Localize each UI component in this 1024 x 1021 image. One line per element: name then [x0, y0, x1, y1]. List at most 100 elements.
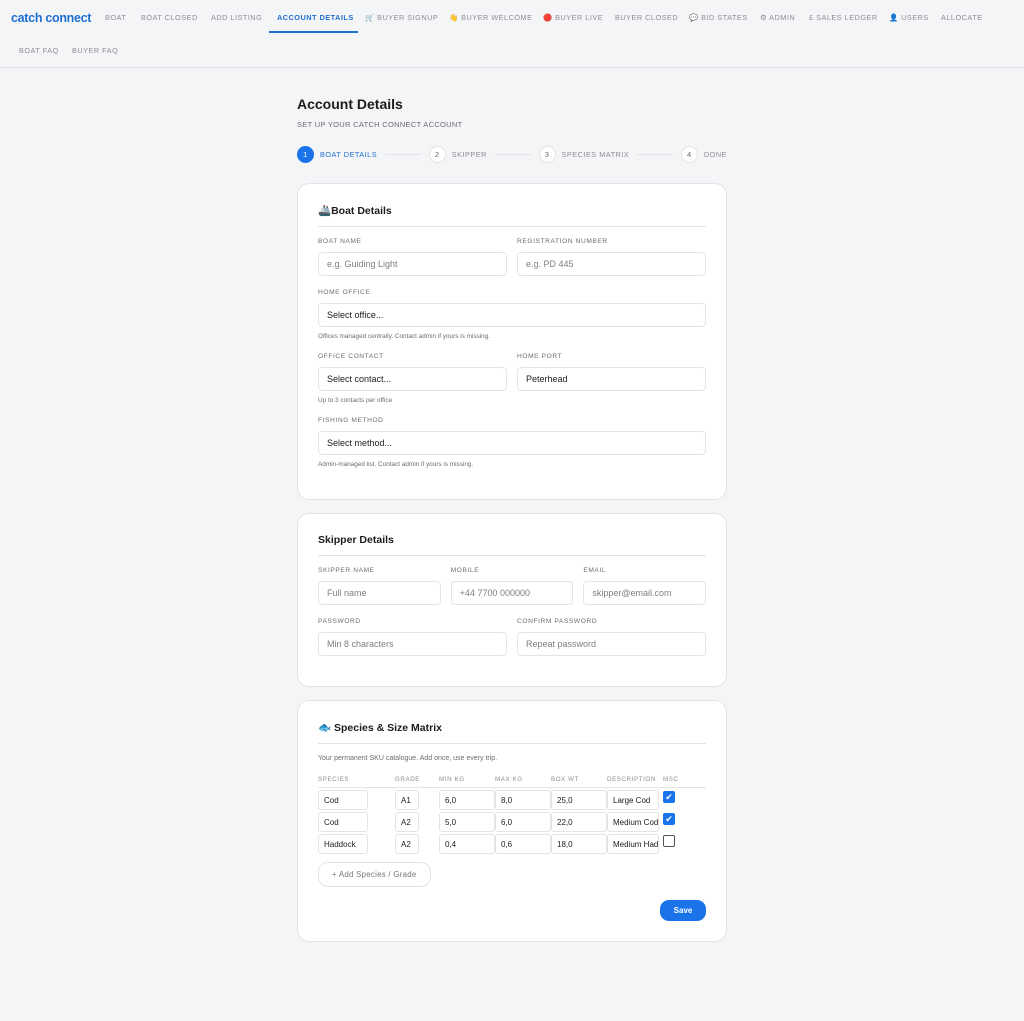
species-intro: Your permanent SKU catalogue. Add once, … [318, 755, 498, 762]
column-header: GRADE [395, 776, 439, 788]
step-number: 1 [297, 145, 314, 163]
boat-details-card: 🚢Boat Details BOAT NAME e.g. Guiding Ligh… [297, 183, 727, 500]
step-connector [637, 153, 673, 155]
step-label: SKIPPER [451, 149, 487, 159]
box-weight-input[interactable]: 22,0 [551, 812, 607, 832]
field-label: CONFIRM PASSWORD [517, 618, 598, 625]
field-label: OFFICE CONTACT [318, 353, 384, 360]
column-header: DESCRIPTION [607, 776, 663, 788]
office-contact-select[interactable]: Select contact... [318, 367, 507, 391]
nav-boat-closed[interactable]: BOAT CLOSED [141, 13, 198, 22]
step-number: 3 [538, 145, 556, 163]
home-office-select[interactable]: Select office... [318, 303, 706, 327]
species-input[interactable]: Cod [318, 812, 368, 832]
step-connector [494, 153, 531, 155]
step-number: 4 [680, 145, 698, 163]
home-port-input[interactable]: Peterhead [517, 367, 706, 391]
field-label: FISHING METHOD [318, 417, 384, 424]
description-input[interactable]: Medium Cod [607, 812, 659, 832]
column-header: MAX KG [495, 776, 551, 788]
confirm-password-input[interactable]: Repeat password [517, 632, 706, 656]
species-input[interactable]: Haddock [318, 834, 368, 854]
nav-buyer-welcome[interactable]: 👋 BUYER WELCOME [449, 13, 533, 22]
species-table: SPECIES GRADE MIN KG MAX KG BOX WT DESCR… [318, 776, 706, 854]
step-species-matrix[interactable]: 3 SPECIES MATRIX [538, 145, 630, 163]
stepper: 1 BOAT DETAILS 2 SKIPPER 3 SPECIES MATRIX 4… [297, 145, 727, 163]
fishing-method-select[interactable]: Select method... [318, 431, 706, 455]
password-input[interactable]: Min 8 characters [318, 632, 507, 656]
min-kg-input[interactable]: 6,0 [439, 790, 495, 810]
field-label: HOME OFFICE [318, 289, 371, 296]
msc-checkbox[interactable]: ✔ [663, 813, 675, 825]
grade-input[interactable]: A1 [395, 790, 419, 810]
nav-account-details[interactable]: ACCOUNT DETAILS [277, 13, 354, 22]
field-label: BOAT NAME [318, 238, 362, 245]
nav-buyer-faq[interactable]: BUYER FAQ [72, 46, 119, 55]
description-input[interactable]: Medium Haddock [607, 834, 659, 854]
step-label: BOAT DETAILS [320, 149, 378, 159]
field-hint: Up to 3 contacts per office [318, 397, 393, 404]
column-header: MIN KG [439, 776, 495, 788]
mobile-input[interactable]: +44 7700 000000 [450, 581, 574, 605]
column-header: SPECIES [318, 776, 395, 788]
skipper-name-input[interactable]: Full name [318, 581, 441, 605]
species-input[interactable]: Cod [318, 790, 368, 810]
add-species-button[interactable]: + Add Species / Grade [318, 862, 431, 887]
main-content: Account Details SET UP YOUR CATCH CONNEC… [297, 92, 727, 942]
page-subtitle: SET UP YOUR CATCH CONNECT ACCOUNT [297, 120, 463, 129]
field-label: MOBILE [450, 567, 480, 574]
max-kg-input[interactable]: 8,0 [495, 790, 551, 810]
grade-input[interactable]: A2 [395, 834, 419, 854]
msc-checkbox[interactable] [663, 835, 675, 847]
step-done[interactable]: 4 DONE [680, 145, 727, 163]
field-label: SKIPPER NAME [318, 567, 375, 574]
max-kg-input[interactable]: 6,0 [495, 812, 551, 832]
column-header: BOX WT [551, 776, 607, 788]
field-label: PASSWORD [318, 618, 361, 625]
nav-admin[interactable]: ⚙ ADMIN [760, 13, 796, 22]
step-number: 2 [428, 145, 446, 163]
save-button[interactable]: Save [660, 900, 706, 921]
card-title: Skipper Details [318, 534, 706, 556]
nav-buyer-signup[interactable]: 🛒 BUYER SIGNUP [365, 13, 439, 22]
step-connector [385, 153, 421, 155]
field-label: REGISTRATION NUMBER [517, 238, 608, 245]
nav-buyer-live[interactable]: 🔴 BUYER LIVE [543, 13, 604, 22]
min-kg-input[interactable]: 0,4 [439, 834, 495, 854]
step-boat-details[interactable]: 1 BOAT DETAILS [297, 145, 378, 163]
brand-logo[interactable]: catch connect [11, 11, 92, 25]
nav-buyer-closed[interactable]: BUYER CLOSED [615, 13, 679, 22]
step-skipper[interactable]: 2 SKIPPER [428, 145, 487, 163]
msc-checkbox[interactable]: ✔ [663, 791, 675, 803]
nav-boat-faq[interactable]: BOAT FAQ [19, 46, 59, 55]
table-row: Cod A1 6,0 8,0 25,0 Large Cod ✔ [318, 788, 706, 810]
boat-name-input[interactable]: e.g. Guiding Light [318, 252, 507, 276]
nav-users[interactable]: 👤 USERS [889, 13, 929, 22]
active-tab-indicator [269, 31, 358, 33]
column-header: MSC [663, 776, 706, 788]
card-title: 🚢Boat Details [318, 204, 706, 227]
registration-number-input[interactable]: e.g. PD 445 [517, 252, 706, 276]
card-title: 🐟 Species & Size Matrix [318, 721, 706, 744]
box-weight-input[interactable]: 25,0 [551, 790, 607, 810]
field-hint: Offices managed centrally. Contact admin… [318, 333, 491, 340]
description-input[interactable]: Large Cod [607, 790, 659, 810]
max-kg-input[interactable]: 0,6 [495, 834, 551, 854]
step-label: SPECIES MATRIX [561, 149, 630, 159]
skipper-details-card: Skipper Details SKIPPER NAME Full name MO… [297, 513, 727, 687]
field-label: HOME PORT [517, 353, 563, 360]
email-input[interactable]: skipper@email.com [583, 581, 707, 605]
box-weight-input[interactable]: 18,0 [551, 834, 607, 854]
field-hint: Admin-managed list. Contact admin if you… [318, 461, 474, 468]
nav-boat[interactable]: BOAT [105, 13, 127, 22]
nav-allocate[interactable]: ALLOCATE [941, 13, 983, 22]
grade-input[interactable]: A2 [395, 812, 419, 832]
nav-add-listing[interactable]: ADD LISTING [211, 13, 263, 22]
top-nav: catch connect BOAT BOAT CLOSED ADD LISTI… [0, 0, 1024, 68]
nav-bid-states[interactable]: 💬 BID STATES [689, 13, 748, 22]
nav-sales-ledger[interactable]: £ SALES LEDGER [809, 13, 878, 22]
page-title: Account Details [297, 96, 403, 112]
min-kg-input[interactable]: 5,0 [439, 812, 495, 832]
step-label: DONE [703, 149, 727, 159]
